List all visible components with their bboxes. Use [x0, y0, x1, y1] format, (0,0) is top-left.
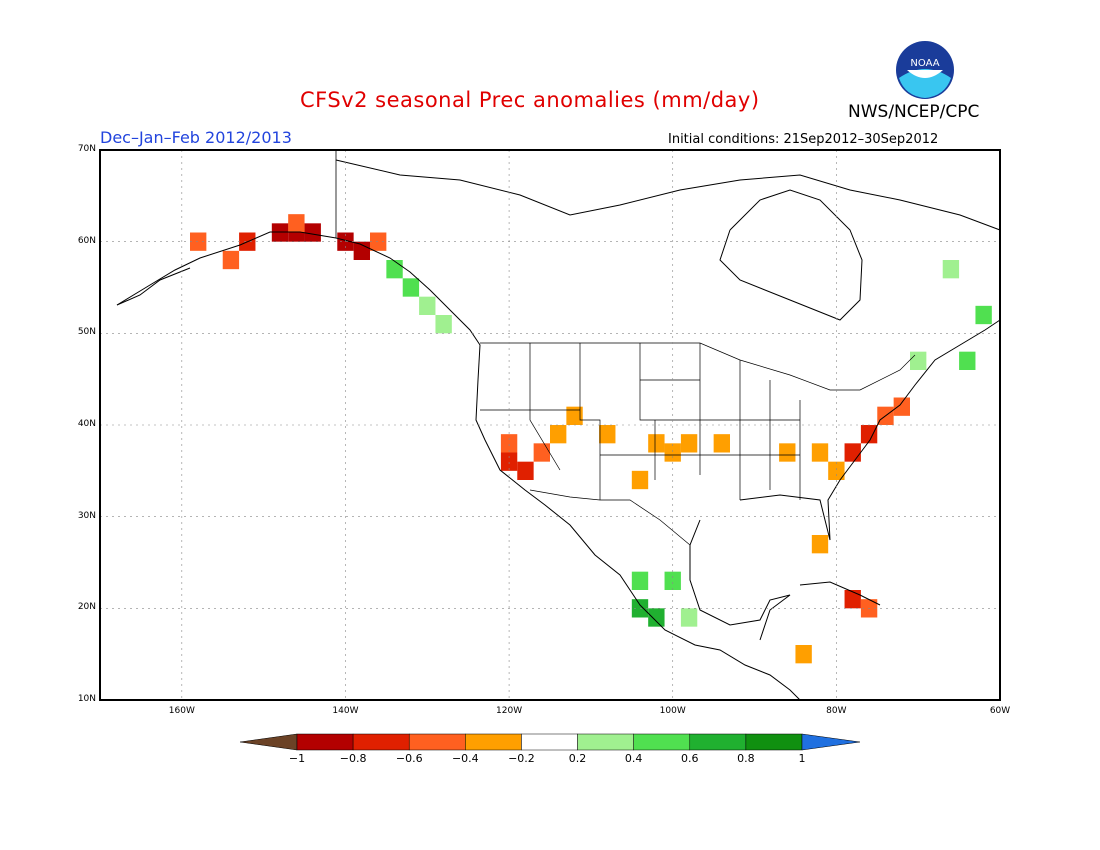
coastline-alaska-peninsula [116, 267, 191, 306]
lon-tick-label: 120W [496, 706, 523, 716]
anomaly-cell [680, 608, 698, 627]
anomaly-cell [599, 425, 616, 444]
coastline-hudson-bay [719, 189, 863, 321]
map-frame [99, 149, 1001, 701]
state-lines [480, 343, 801, 500]
anomaly-cell [779, 443, 796, 462]
colorbar-tick-label: 1 [798, 752, 806, 765]
lat-tick-label: 10N [77, 694, 96, 704]
anomaly-cell [190, 232, 207, 251]
border-us-canada [480, 342, 916, 391]
anomaly-cell [631, 470, 649, 490]
anomaly-cell [517, 461, 534, 480]
anomaly-cell [664, 571, 681, 590]
figure-title: CFSv2 seasonal Prec anomalies (mm/day) [300, 88, 760, 112]
colorbar-tick-label: 0.4 [624, 752, 643, 765]
lat-tick-label: 60N [77, 235, 96, 246]
anomaly-cell [942, 260, 960, 279]
lat-tick-label: 50N [77, 327, 96, 338]
coastline-north-america [116, 231, 801, 701]
colorbar-tick-label: −0.6 [395, 752, 423, 765]
anomaly-cells [190, 214, 992, 664]
anomaly-cell [713, 434, 730, 453]
lon-tick-label: 60W [989, 706, 1011, 716]
colorbar-tick-label: −0.2 [508, 752, 535, 765]
noaa-logo: NOAA [896, 41, 954, 99]
lon-tick-label: 140W [332, 706, 359, 716]
anomaly-cell [680, 434, 698, 453]
anomaly-cell [631, 571, 649, 590]
lon-tick-label: 100W [659, 706, 686, 716]
colorbar-segment [521, 733, 578, 751]
anomaly-cell [910, 351, 927, 370]
lon-tick-label: 80W [826, 706, 847, 716]
colorbar-segment [745, 733, 803, 751]
political-borders [480, 342, 916, 546]
anomaly-cell [975, 305, 992, 325]
colorbar-max-arrow [801, 733, 861, 751]
coastlines [116, 150, 1001, 701]
coastline-arctic [335, 159, 1001, 231]
season-label: Dec–Jan–Feb 2012/2013 [100, 128, 292, 147]
coastline-gulf [689, 519, 791, 641]
anomaly-cell [402, 278, 420, 297]
anomaly-cell [288, 214, 305, 233]
logo-text: NOAA [910, 58, 939, 69]
lat-tick-label: 20N [77, 602, 96, 613]
anomaly-cell [500, 452, 518, 471]
anomaly-cell [648, 608, 665, 627]
colorbar-tick-label: 0.2 [568, 752, 587, 765]
anomaly-cell [648, 434, 665, 453]
lat-tick-label: 30N [77, 510, 96, 521]
colorbar-segment [633, 733, 691, 751]
colorbar-segment [577, 733, 634, 751]
anomaly-cell [893, 397, 910, 416]
anomaly-cell [860, 425, 878, 444]
anomaly-cell [844, 590, 861, 609]
anomaly-cell [222, 250, 240, 270]
anomaly-cell [795, 645, 812, 664]
colorbar-segment [296, 733, 354, 751]
border-us-mexico [529, 489, 691, 546]
initial-conditions-label: Initial conditions: 21Sep2012–30Sep2012 [668, 132, 939, 147]
graticule [100, 150, 1000, 700]
colorbar-segment [408, 733, 466, 751]
colorbar [239, 733, 861, 751]
agency-label: NWS/NCEP/CPC [848, 102, 980, 122]
anomaly-cell [435, 315, 452, 334]
colorbar-tick-label: −0.8 [339, 752, 367, 765]
anomaly-cell [811, 535, 829, 554]
lat-tick-label: 40N [77, 419, 96, 429]
coastline-east [739, 319, 1001, 541]
anomaly-cell [959, 351, 976, 370]
anomaly-cell [386, 260, 403, 279]
anomaly-cell [566, 406, 583, 425]
anomaly-cell [664, 443, 681, 462]
colorbar-tick-label: −0.4 [451, 752, 479, 765]
lon-tick-label: 160W [168, 706, 195, 716]
coastline-cuba [799, 581, 881, 606]
anomaly-cell [550, 425, 567, 444]
colorbar-tick-label: 0.8 [737, 752, 755, 765]
anomaly-cell [811, 443, 829, 462]
colorbar-min-arrow [239, 733, 298, 751]
anomaly-cell [304, 223, 321, 242]
colorbar-segment [465, 733, 522, 751]
colorbar-segment [689, 733, 747, 751]
anomaly-cell [419, 296, 436, 315]
anomaly-cell [533, 443, 550, 462]
lat-tick-label: 70N [77, 144, 96, 154]
colorbar-tick-label: −1 [288, 752, 306, 765]
anomaly-cell [844, 443, 861, 462]
anomaly-cell [828, 461, 845, 480]
colorbar-tick-label: 0.6 [681, 752, 699, 765]
anomaly-cell [500, 434, 518, 453]
anomaly-cell [370, 232, 387, 251]
colorbar-segment [352, 733, 410, 751]
